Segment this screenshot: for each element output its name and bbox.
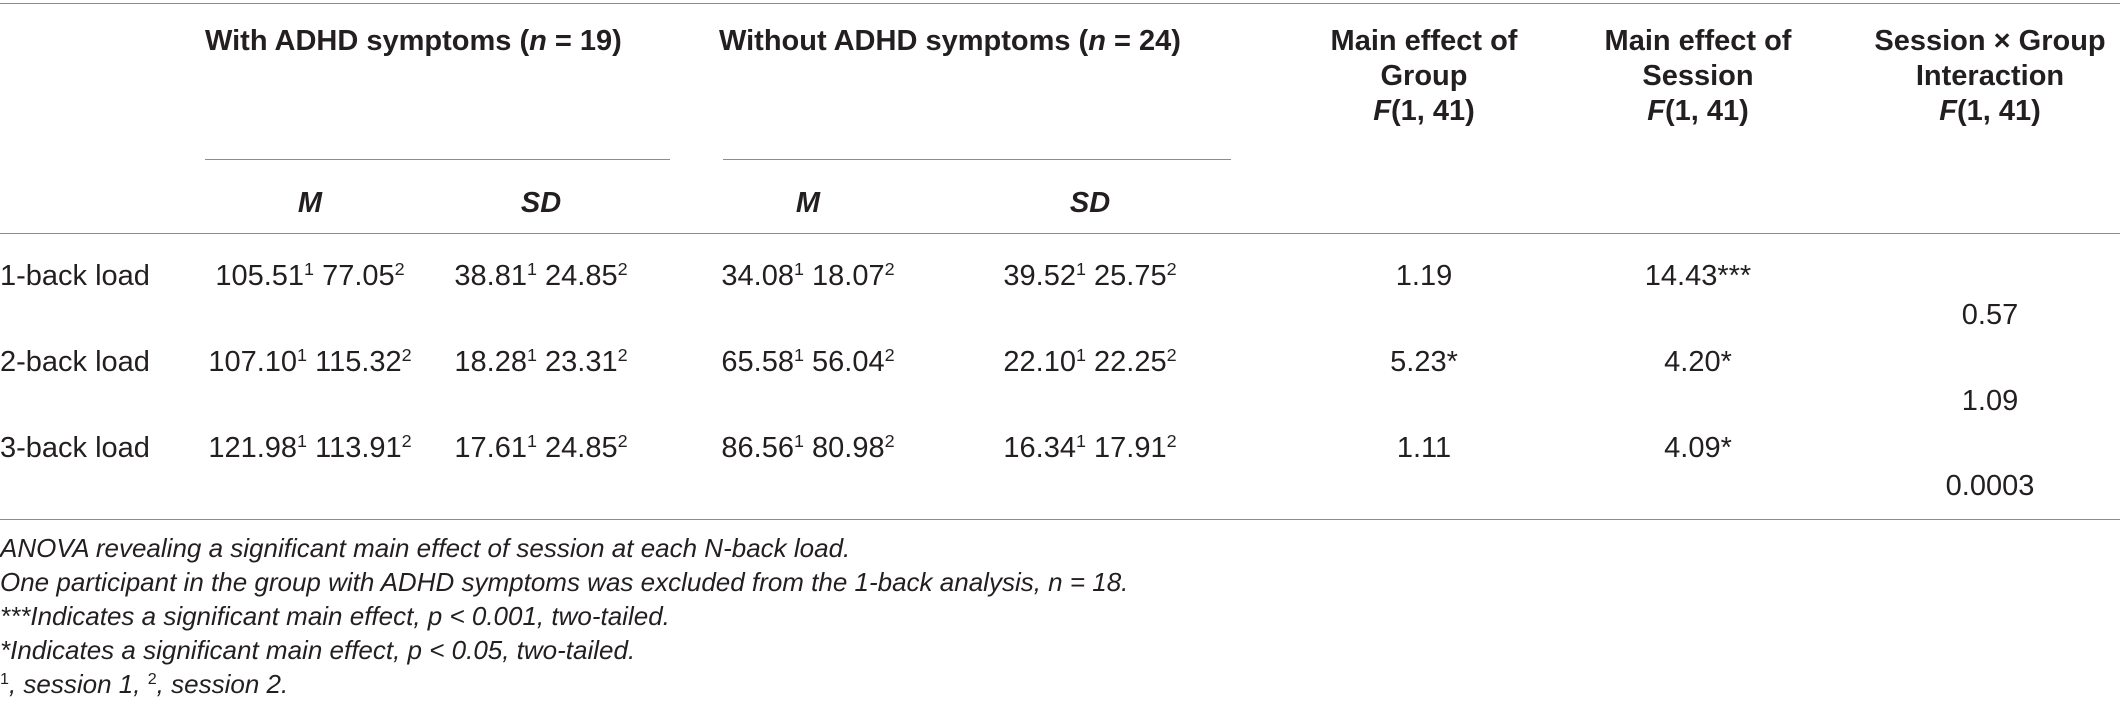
- table-top-rule: [0, 3, 2120, 4]
- cell-with-m: 121.981 113.912: [208, 431, 412, 464]
- cell-interaction: 0.57: [1961, 299, 2019, 331]
- cell-without-m: 86.561 80.982: [721, 431, 895, 464]
- subheader-without-m: M: [795, 187, 821, 219]
- subheader-without-sd: SD: [1069, 187, 1111, 219]
- cell-main-effect-session: 14.43***: [1644, 260, 1752, 292]
- cell-main-effect-group: 1.11: [1396, 432, 1452, 464]
- cell-without-sd: 39.521 25.752: [1003, 259, 1177, 292]
- header-bottom-rule: [0, 233, 2120, 234]
- table-bottom-rule: [0, 519, 2120, 520]
- cell-main-effect-group: 5.23*: [1390, 346, 1458, 378]
- row-label: 3-back load: [0, 432, 150, 464]
- header-main-effect-session: Main effect of Session F(1, 41): [1604, 25, 1792, 127]
- cell-without-sd: 22.101 22.252: [1003, 345, 1177, 378]
- without-group-underline: [723, 159, 1231, 160]
- cell-with-sd: 38.811 24.852: [454, 259, 628, 292]
- cell-with-sd: 17.611 24.852: [454, 431, 628, 464]
- cell-without-sd: 16.341 17.912: [1003, 431, 1177, 464]
- header-main-effect-group: Main effect of Group F(1, 41): [1330, 25, 1518, 127]
- cell-main-effect-group: 1.19: [1395, 260, 1453, 292]
- cell-without-m: 65.581 56.042: [721, 345, 895, 378]
- subheader-with-sd: SD: [520, 187, 562, 219]
- cell-with-m: 105.511 77.052: [215, 259, 405, 292]
- cell-main-effect-session: 4.09*: [1664, 432, 1732, 464]
- header-with-adhd: With ADHD symptoms (n = 19): [205, 25, 622, 57]
- footnote-session-key: 1, session 1, 2, session 2.: [0, 669, 289, 699]
- row-label: 1-back load: [0, 260, 150, 292]
- cell-interaction: 0.0003: [1945, 470, 2035, 502]
- header-without-adhd: Without ADHD symptoms (n = 24): [719, 25, 1181, 57]
- header-interaction: Session × Group Interaction F(1, 41): [1874, 25, 2106, 127]
- cell-main-effect-session: 4.20*: [1664, 346, 1732, 378]
- cell-interaction: 1.09: [1961, 385, 2019, 417]
- footnote-excluded: One participant in the group with ADHD s…: [0, 567, 1129, 597]
- footnote-anova: ANOVA revealing a significant main effec…: [0, 533, 851, 563]
- cell-without-m: 34.081 18.072: [721, 259, 895, 292]
- cell-with-m: 107.101 115.322: [208, 345, 412, 378]
- row-label: 2-back load: [0, 346, 150, 378]
- subheader-with-m: M: [297, 187, 323, 219]
- footnote-significance-05: *Indicates a significant main effect, p …: [0, 635, 636, 665]
- footnote-significance-001: ***Indicates a significant main effect, …: [0, 601, 670, 631]
- cell-with-sd: 18.281 23.312: [454, 345, 628, 378]
- with-group-underline: [205, 159, 670, 160]
